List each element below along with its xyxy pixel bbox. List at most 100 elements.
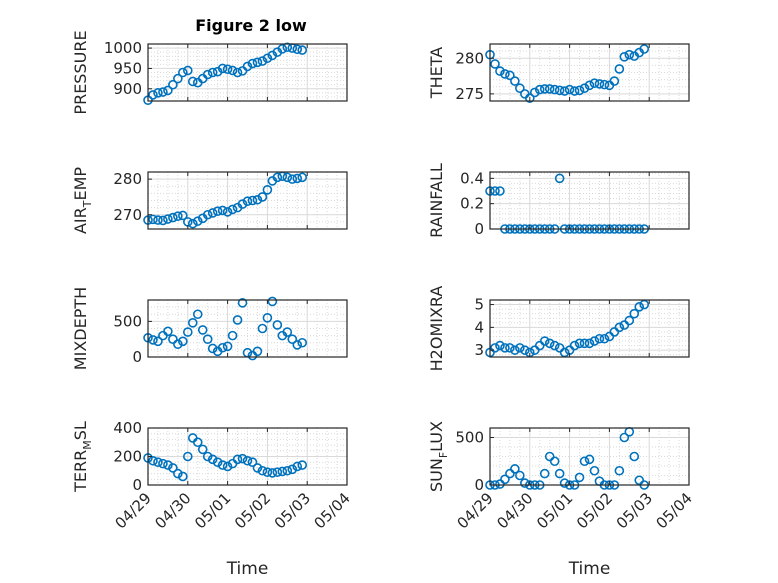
y-tick-label: 0.2 [460, 195, 484, 213]
data-point [237, 298, 248, 308]
y-tick-label: 275 [455, 85, 484, 103]
data-point [564, 84, 575, 95]
y-tick-label: 280 [113, 170, 142, 188]
data-point [554, 173, 565, 184]
y-tick-label: 5 [474, 296, 484, 314]
x-tick-label: 05/04 [311, 489, 354, 532]
y-tick-label: 0 [474, 476, 484, 494]
subplot-theta: 275 280 THETA [427, 43, 690, 103]
data-point [559, 478, 570, 488]
data-point [252, 463, 263, 473]
axes-box [147, 299, 348, 358]
data-point [569, 86, 580, 96]
data-point [252, 57, 263, 68]
x-tick-label: 05/03 [271, 489, 314, 532]
data-point [524, 93, 535, 103]
data-point [634, 302, 645, 312]
data-point [574, 472, 585, 483]
data-point [173, 73, 183, 84]
y-axis-label: THETA [427, 47, 446, 99]
data-point [297, 460, 308, 470]
x-tick-label: 05/02 [231, 489, 274, 532]
y-tick-label: 0 [474, 220, 484, 238]
data-point [277, 466, 288, 477]
data-point [252, 194, 263, 205]
data-point [549, 340, 560, 351]
data-point [257, 465, 268, 476]
data-point [594, 79, 605, 89]
y-axis-label: H2OMIXRA [427, 286, 446, 372]
data-point [173, 339, 183, 349]
data-point [232, 454, 243, 465]
x-tick-label: 04/29 [454, 489, 497, 532]
x-tick-label: 05/04 [653, 489, 696, 532]
data-point [579, 83, 590, 93]
data-point [589, 336, 600, 346]
data-point [282, 42, 293, 53]
data-point [579, 456, 590, 467]
data-point [544, 451, 555, 462]
data-point [287, 464, 298, 475]
data-point [202, 451, 213, 462]
data-point [178, 210, 188, 221]
data-point [559, 86, 570, 96]
data-point [237, 453, 248, 464]
data-point [192, 309, 203, 320]
data-point [490, 59, 500, 69]
data-point [282, 327, 293, 337]
data-point [163, 85, 173, 96]
data-point [247, 58, 258, 69]
data-point [187, 317, 198, 328]
data-point [282, 465, 293, 476]
x-tick-label: 05/03 [613, 489, 656, 532]
data-point [148, 335, 158, 345]
data-point [292, 173, 303, 184]
data-point [559, 347, 570, 358]
data-point [500, 474, 510, 485]
data-point [282, 172, 293, 183]
subplot-rainfall: 0 0.2 0.4 RAINFALL [427, 163, 690, 238]
y-tick-label: 0 [132, 348, 142, 366]
data-point [217, 63, 228, 74]
data-point [539, 468, 550, 479]
data-point [217, 460, 228, 470]
data-point [173, 468, 183, 479]
data-point [148, 455, 158, 466]
data-point [178, 67, 188, 78]
subplot-mixdepth: 0 500 MIXDEPTH [71, 287, 348, 370]
data-point [178, 471, 188, 482]
data-point [599, 333, 610, 344]
data-point [639, 44, 650, 54]
data-point [554, 468, 565, 479]
data-point [212, 457, 223, 468]
data-point [153, 457, 163, 468]
data-point [272, 467, 283, 477]
data-point [490, 186, 500, 196]
data-point [163, 460, 173, 470]
data-point [574, 85, 585, 96]
data-point [197, 325, 208, 335]
data-point [495, 340, 505, 351]
y-tick-label: 500 [113, 312, 142, 330]
axes-box [489, 171, 690, 230]
y-tick-label: 200 [113, 448, 142, 466]
data-point [520, 478, 530, 488]
data-point [158, 87, 168, 97]
data-point [505, 70, 515, 81]
data-point [222, 341, 233, 352]
data-point [634, 475, 645, 486]
data-point [624, 49, 635, 60]
y-tick-label: 950 [113, 59, 142, 77]
data-point [510, 345, 520, 355]
data-point [227, 65, 238, 76]
data-point [515, 343, 525, 353]
data-point [207, 208, 218, 218]
x-axis-label: Time [568, 559, 611, 579]
data-point [207, 67, 218, 78]
data-point [222, 461, 233, 472]
data-point [227, 330, 238, 341]
data-point [242, 61, 253, 72]
data-point [529, 87, 540, 98]
